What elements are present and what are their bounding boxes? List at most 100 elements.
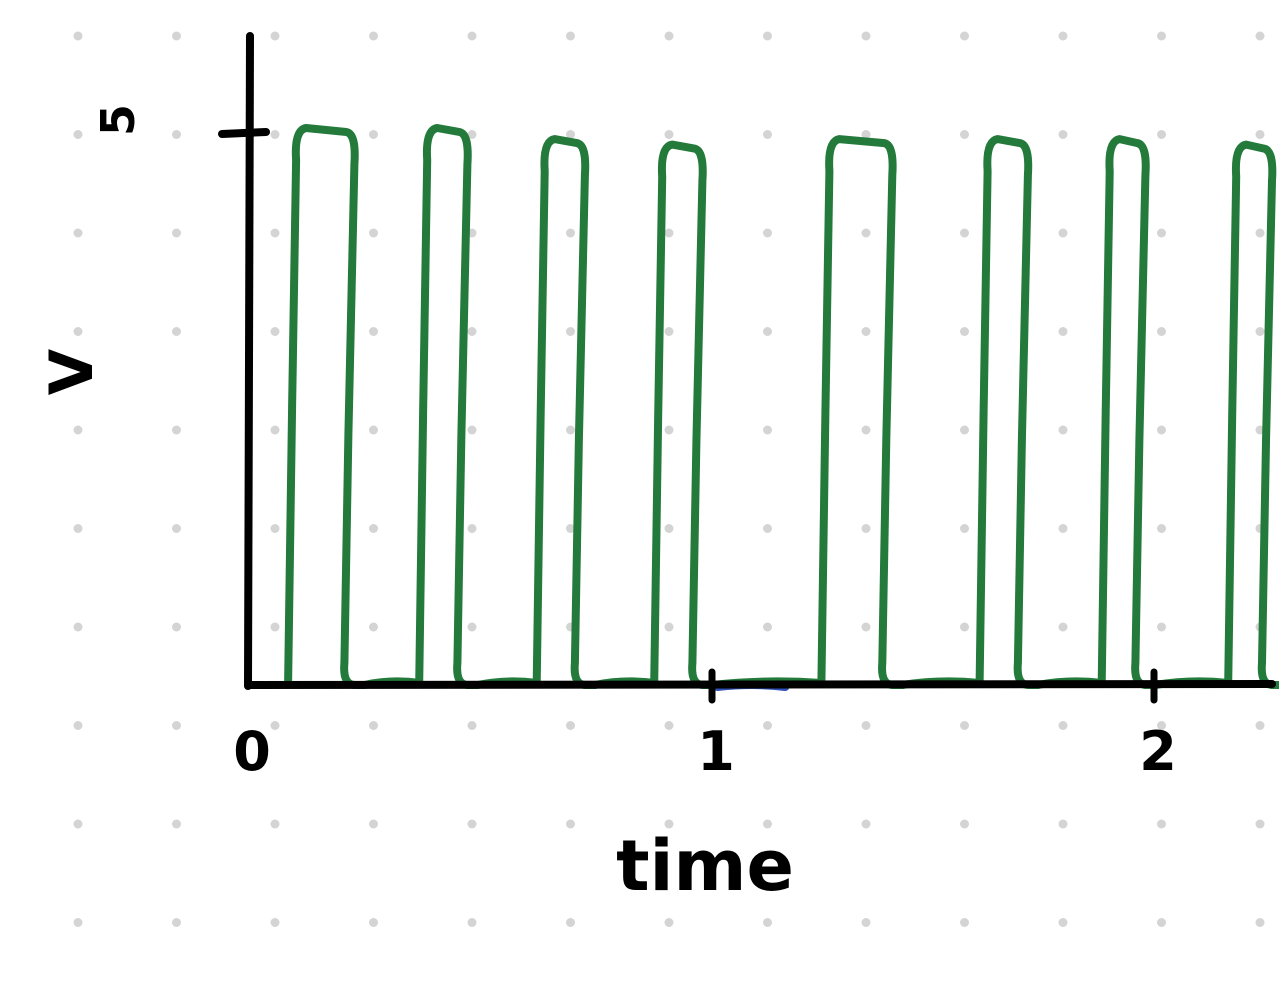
grid-dot: [664, 31, 674, 41]
grid-dot: [664, 918, 674, 927]
grid-dot: [763, 425, 772, 435]
grid-dot: [960, 130, 969, 139]
grid-dot: [566, 425, 575, 435]
grid-dot: [172, 130, 181, 139]
grid-dot: [763, 228, 772, 238]
grid-dot: [172, 31, 181, 41]
grid-dot: [664, 327, 674, 336]
grid-dot: [270, 819, 280, 829]
grid-dot: [1255, 819, 1265, 829]
grid-dot: [861, 622, 871, 632]
grid-dot: [861, 130, 871, 139]
grid-dot: [369, 327, 378, 336]
y-axis-label: V: [37, 348, 107, 395]
pulse-4: [650, 140, 717, 689]
ticks: 0 1 2 5: [91, 104, 1177, 783]
x-tick-label-1: 1: [697, 720, 735, 783]
grid-dot: [763, 524, 772, 533]
grid-dot: [467, 819, 477, 829]
grid-dot: [73, 918, 83, 927]
grid-dot: [861, 721, 871, 730]
pulse-2: [415, 124, 482, 689]
grid-dot: [763, 918, 772, 927]
grid-dot: [270, 130, 280, 139]
grid-dot: [467, 524, 477, 533]
grid-dot: [1157, 327, 1166, 336]
grid-dot: [369, 524, 378, 533]
grid-dot: [566, 228, 575, 238]
grid-dot: [73, 721, 83, 730]
grid-dot: [1157, 425, 1166, 435]
grid-dot: [467, 721, 477, 730]
grid-dot: [1255, 130, 1265, 139]
axes: [244, 32, 1276, 690]
grid-dot: [1058, 425, 1068, 435]
grid-dot: [73, 130, 83, 139]
grid-dot: [1255, 721, 1265, 730]
grid-dot: [270, 622, 280, 632]
pulse-8: [1224, 140, 1279, 689]
y-axis-line: [244, 32, 254, 690]
grid-dot: [1058, 524, 1068, 533]
grid-dot: [1157, 622, 1166, 632]
grid-dot: [763, 721, 772, 730]
grid-dot: [369, 228, 378, 238]
grid-dot: [1157, 31, 1166, 41]
grid-dot: [566, 524, 575, 533]
grid-dot: [1157, 524, 1166, 533]
x-tick-label-0: 0: [233, 720, 271, 783]
grid-dot: [763, 130, 772, 139]
pulse-5: [817, 135, 907, 689]
dot-grid: [73, 31, 1265, 927]
grid-dot: [763, 327, 772, 336]
x-axis-label: time: [616, 825, 794, 907]
grid-dot: [960, 228, 969, 238]
grid-dot: [960, 425, 969, 435]
grid-dot: [172, 622, 181, 632]
grid-dot: [960, 819, 969, 829]
grid-dot: [172, 721, 181, 730]
grid-dot: [1255, 918, 1265, 927]
grid-dot: [566, 327, 575, 336]
grid-dot: [270, 31, 280, 41]
grid-dot: [1255, 228, 1265, 238]
grid-dot: [1157, 819, 1166, 829]
grid-dot: [73, 524, 83, 533]
grid-dot: [566, 130, 575, 139]
x-axis-line: [244, 680, 1276, 689]
grid-dot: [1058, 721, 1068, 730]
grid-dot: [861, 918, 871, 927]
grid-dot: [73, 327, 83, 336]
grid-dot: [270, 721, 280, 730]
grid-dot: [566, 918, 575, 927]
pulse-6: [975, 135, 1042, 689]
grid-dot: [467, 31, 477, 41]
grid-dot: [960, 721, 969, 730]
grid-dot: [172, 819, 181, 829]
grid-dot: [763, 31, 772, 41]
grid-dot: [270, 425, 280, 435]
grid-dot: [467, 918, 477, 927]
grid-dot: [172, 228, 181, 238]
grid-dot: [664, 130, 674, 139]
y-tick-mark-5: [218, 128, 270, 138]
grid-dot: [664, 228, 674, 238]
grid-dot: [172, 425, 181, 435]
grid-dot: [73, 819, 83, 829]
pulse-1: [284, 124, 369, 689]
grid-dot: [566, 819, 575, 829]
grid-dot: [270, 327, 280, 336]
grid-dot: [369, 425, 378, 435]
grid-dot: [1157, 918, 1166, 927]
grid-dot: [1058, 819, 1068, 829]
grid-dot: [172, 918, 181, 927]
grid-dot: [1058, 327, 1068, 336]
pulse-7: [1097, 135, 1160, 689]
grid-dot: [270, 524, 280, 533]
grid-dot: [960, 31, 969, 41]
grid-dot: [172, 327, 181, 336]
grid-dot: [664, 524, 674, 533]
grid-dot: [960, 622, 969, 632]
grid-dot: [369, 918, 378, 927]
